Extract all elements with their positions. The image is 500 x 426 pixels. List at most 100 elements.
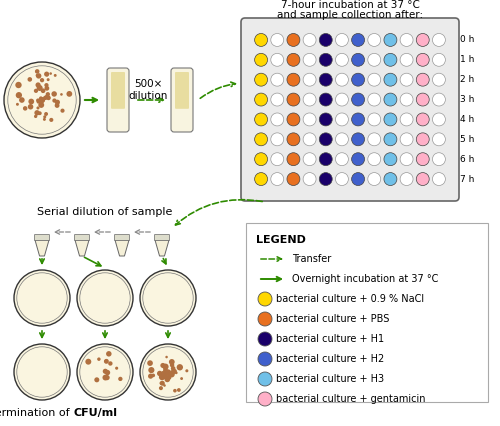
- Circle shape: [303, 153, 316, 166]
- Circle shape: [159, 386, 163, 390]
- Circle shape: [336, 53, 348, 66]
- Circle shape: [17, 273, 67, 323]
- Circle shape: [271, 173, 283, 186]
- Circle shape: [166, 371, 169, 374]
- Circle shape: [168, 376, 172, 380]
- Circle shape: [39, 96, 43, 100]
- Circle shape: [320, 53, 332, 66]
- Circle shape: [171, 369, 175, 374]
- Circle shape: [104, 359, 109, 364]
- Circle shape: [258, 292, 272, 306]
- Circle shape: [352, 173, 364, 186]
- Text: CFU/ml: CFU/ml: [73, 408, 117, 418]
- Text: Determination of: Determination of: [0, 408, 73, 418]
- Circle shape: [40, 99, 43, 101]
- Circle shape: [287, 173, 300, 186]
- Circle shape: [175, 371, 178, 374]
- Circle shape: [164, 377, 170, 382]
- Circle shape: [46, 95, 51, 100]
- Circle shape: [416, 133, 429, 146]
- Circle shape: [46, 92, 50, 96]
- Circle shape: [384, 93, 397, 106]
- Text: and sample collection after:: and sample collection after:: [277, 10, 423, 20]
- Circle shape: [143, 347, 193, 397]
- Circle shape: [14, 344, 70, 400]
- Circle shape: [254, 93, 268, 106]
- Circle shape: [254, 113, 268, 126]
- Circle shape: [162, 374, 168, 379]
- Text: Overnight incubation at 37 °C: Overnight incubation at 37 °C: [292, 274, 438, 284]
- FancyBboxPatch shape: [107, 68, 129, 132]
- Text: 1 h: 1 h: [460, 55, 474, 64]
- Circle shape: [320, 133, 332, 146]
- Text: 7-hour incubation at 37 °C: 7-hour incubation at 37 °C: [280, 0, 419, 10]
- Circle shape: [159, 374, 165, 380]
- Text: 500×
dilution: 500× dilution: [128, 79, 168, 101]
- Circle shape: [36, 100, 40, 104]
- Circle shape: [36, 106, 40, 109]
- Circle shape: [108, 361, 112, 366]
- Circle shape: [400, 53, 413, 66]
- Circle shape: [400, 173, 413, 186]
- Circle shape: [164, 371, 166, 374]
- Circle shape: [287, 73, 300, 86]
- Circle shape: [54, 103, 60, 108]
- Circle shape: [320, 173, 332, 186]
- Circle shape: [162, 363, 168, 370]
- Circle shape: [163, 371, 168, 376]
- Circle shape: [4, 62, 80, 138]
- Text: 2 h: 2 h: [460, 75, 474, 84]
- Circle shape: [77, 270, 133, 326]
- Circle shape: [258, 352, 272, 366]
- Circle shape: [368, 173, 380, 186]
- Circle shape: [23, 106, 28, 111]
- Circle shape: [432, 73, 446, 86]
- Circle shape: [303, 113, 316, 126]
- Circle shape: [254, 153, 268, 166]
- Text: 4 h: 4 h: [460, 115, 474, 124]
- Circle shape: [40, 97, 45, 102]
- Circle shape: [8, 66, 76, 134]
- Circle shape: [43, 118, 46, 121]
- Circle shape: [271, 113, 283, 126]
- Circle shape: [163, 370, 166, 373]
- Circle shape: [166, 370, 171, 375]
- Circle shape: [162, 375, 166, 379]
- Circle shape: [368, 34, 380, 46]
- Circle shape: [384, 53, 397, 66]
- Circle shape: [171, 366, 175, 371]
- Circle shape: [16, 103, 19, 106]
- Circle shape: [303, 93, 316, 106]
- Circle shape: [368, 133, 380, 146]
- FancyBboxPatch shape: [74, 234, 90, 241]
- FancyBboxPatch shape: [246, 223, 488, 402]
- Circle shape: [177, 388, 180, 392]
- Circle shape: [52, 98, 56, 103]
- Circle shape: [384, 113, 397, 126]
- Circle shape: [28, 99, 34, 104]
- Text: LEGEND: LEGEND: [256, 235, 306, 245]
- Circle shape: [303, 53, 316, 66]
- Circle shape: [80, 273, 130, 323]
- Circle shape: [384, 133, 397, 146]
- Circle shape: [271, 133, 283, 146]
- FancyBboxPatch shape: [114, 234, 130, 241]
- Circle shape: [336, 73, 348, 86]
- Circle shape: [432, 93, 446, 106]
- Circle shape: [384, 173, 397, 186]
- Circle shape: [77, 344, 133, 400]
- Circle shape: [86, 359, 91, 365]
- Circle shape: [52, 91, 57, 97]
- Circle shape: [140, 270, 196, 326]
- Circle shape: [287, 113, 300, 126]
- Circle shape: [287, 93, 300, 106]
- Circle shape: [432, 133, 446, 146]
- Circle shape: [287, 53, 300, 66]
- Circle shape: [352, 53, 364, 66]
- Circle shape: [50, 72, 52, 75]
- Circle shape: [169, 359, 174, 365]
- Circle shape: [352, 153, 364, 166]
- Text: bacterial culture + gentamicin: bacterial culture + gentamicin: [276, 394, 426, 404]
- FancyBboxPatch shape: [111, 72, 125, 109]
- Circle shape: [180, 377, 183, 380]
